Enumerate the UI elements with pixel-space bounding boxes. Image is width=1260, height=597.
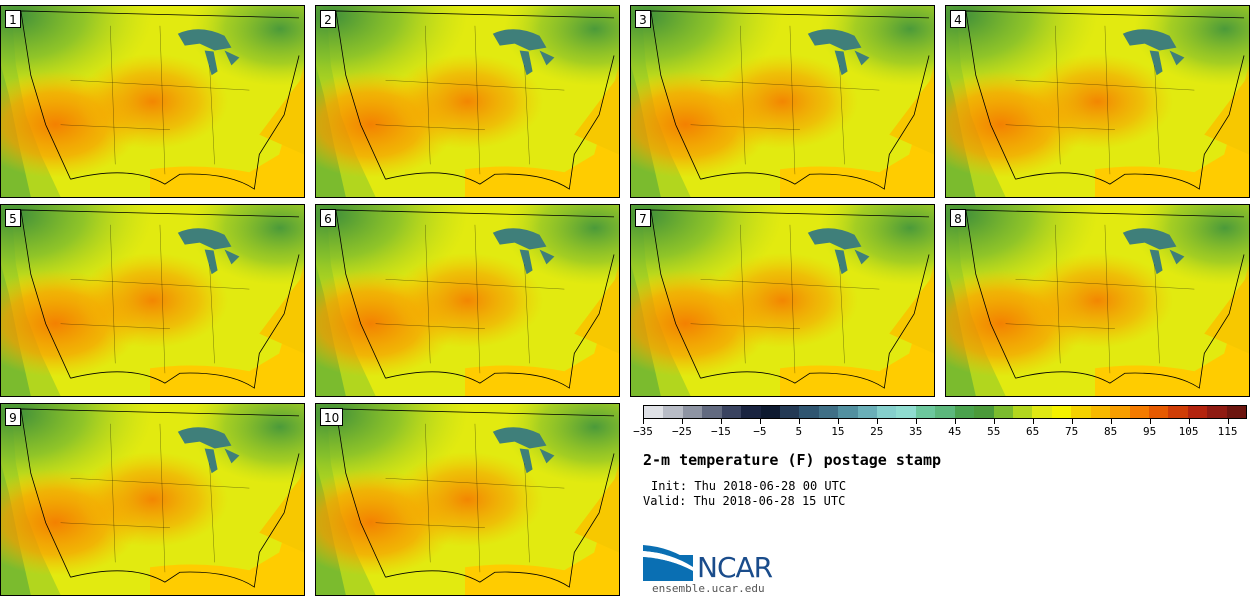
colorbar-tick-label: 45 — [948, 425, 962, 438]
member-number: 9 — [5, 408, 21, 426]
colorbar-segment — [954, 406, 975, 418]
map-panel: 1 — [0, 5, 305, 198]
colorbar-segment — [741, 406, 761, 418]
colorbar-tick-label: 25 — [870, 425, 884, 438]
map-panel: 9 — [0, 403, 305, 596]
colorbar-tick — [876, 419, 878, 424]
map-panel: 6 — [315, 204, 620, 397]
colorbar-tick — [1032, 419, 1034, 424]
colorbar-segment — [993, 406, 1014, 418]
colorbar-segment — [974, 406, 994, 418]
colorbar-segment — [1148, 406, 1169, 418]
colorbar-tick — [1071, 419, 1073, 424]
member-number: 5 — [5, 209, 21, 227]
member-number: 8 — [950, 209, 966, 227]
member-number: 1 — [5, 10, 21, 28]
colorbar-tick-label: 65 — [1026, 425, 1040, 438]
colorbar-segment — [644, 406, 664, 418]
colorbar-segment — [1207, 406, 1227, 418]
colorbar-tick-label: 15 — [831, 425, 845, 438]
init-time: Init: Thu 2018-06-28 00 UTC — [651, 479, 847, 493]
colorbar-tick — [720, 419, 722, 424]
colorbar-segment — [877, 406, 897, 418]
colorbar-segment — [760, 406, 780, 418]
ncar-logo-text: NCAR — [697, 551, 773, 584]
colorbar-tick — [798, 419, 800, 424]
colorbar-tick-label: 55 — [987, 425, 1001, 438]
figure-title: 2-m temperature (F) postage stamp — [643, 451, 942, 469]
colorbar-segment — [779, 406, 800, 418]
colorbar-tick-label: −35 — [633, 425, 653, 438]
map-panel: 4 — [945, 5, 1250, 198]
colorbar-segment — [721, 406, 742, 418]
colorbar-tick — [1188, 419, 1190, 424]
colorbar-tick-label: −15 — [710, 425, 731, 438]
colorbar-segment — [896, 406, 916, 418]
colorbar-tick — [759, 419, 761, 424]
colorbar-segment — [818, 406, 839, 418]
member-number: 7 — [635, 209, 651, 227]
colorbar-tick — [1149, 419, 1151, 424]
colorbar-ticks — [643, 419, 1247, 425]
member-number: 6 — [320, 209, 336, 227]
member-number: 4 — [950, 10, 966, 28]
colorbar-segment — [935, 406, 955, 418]
colorbar-tick — [643, 419, 644, 424]
member-number: 2 — [320, 10, 336, 28]
source-url: ensemble.ucar.edu — [652, 582, 765, 595]
valid-time: Valid: Thu 2018-06-28 15 UTC — [643, 494, 846, 508]
map-panel: 8 — [945, 204, 1250, 397]
map-panel: 5 — [0, 204, 305, 397]
colorbar-tick — [954, 419, 956, 424]
colorbar-tick-label: 95 — [1142, 425, 1157, 438]
colorbar-segment — [1129, 406, 1149, 418]
colorbar-segment — [1013, 406, 1033, 418]
colorbar-segment — [1051, 406, 1072, 418]
colorbar-segment — [1226, 406, 1247, 418]
colorbar-segment — [799, 406, 819, 418]
colorbar-tick-label: 85 — [1103, 425, 1118, 438]
colorbar-tick — [1110, 419, 1112, 424]
colorbar-segment — [1032, 406, 1052, 418]
colorbar-segment — [1071, 406, 1091, 418]
ncar-logo-icon — [643, 545, 693, 581]
colorbar-tick-label: −25 — [672, 425, 692, 438]
colorbar-segment — [1110, 406, 1130, 418]
colorbar-segment — [682, 406, 703, 418]
map-panel: 7 — [630, 204, 935, 397]
colorbar-tick-label: 35 — [909, 425, 923, 438]
colorbar-tick — [1227, 419, 1229, 424]
member-number: 3 — [635, 10, 651, 28]
colorbar-tick-label: 115 — [1217, 425, 1238, 438]
colorbar-tick — [993, 419, 995, 424]
colorbar-tick-label: 5 — [795, 425, 803, 438]
colorbar-segment — [1187, 406, 1208, 418]
colorbar-segment — [1090, 406, 1111, 418]
colorbar-tick-label: 75 — [1065, 425, 1079, 438]
colorbar-segment — [1168, 406, 1188, 418]
map-panel: 10 — [315, 403, 620, 596]
colorbar-segment — [915, 406, 936, 418]
member-number: 10 — [320, 408, 344, 426]
colorbar-tick — [681, 419, 683, 424]
colorbar-tick-label: 105 — [1178, 425, 1199, 438]
colorbar-tick — [837, 419, 839, 424]
colorbar-segment — [702, 406, 722, 418]
map-panel: 2 — [315, 5, 620, 198]
colorbar-segment — [838, 406, 858, 418]
temperature-colorbar — [643, 405, 1247, 419]
colorbar-tick-label: −5 — [753, 425, 767, 438]
colorbar-tick — [915, 419, 917, 424]
colorbar-segment — [663, 406, 683, 418]
map-panel: 3 — [630, 5, 935, 198]
colorbar-segment — [857, 406, 878, 418]
